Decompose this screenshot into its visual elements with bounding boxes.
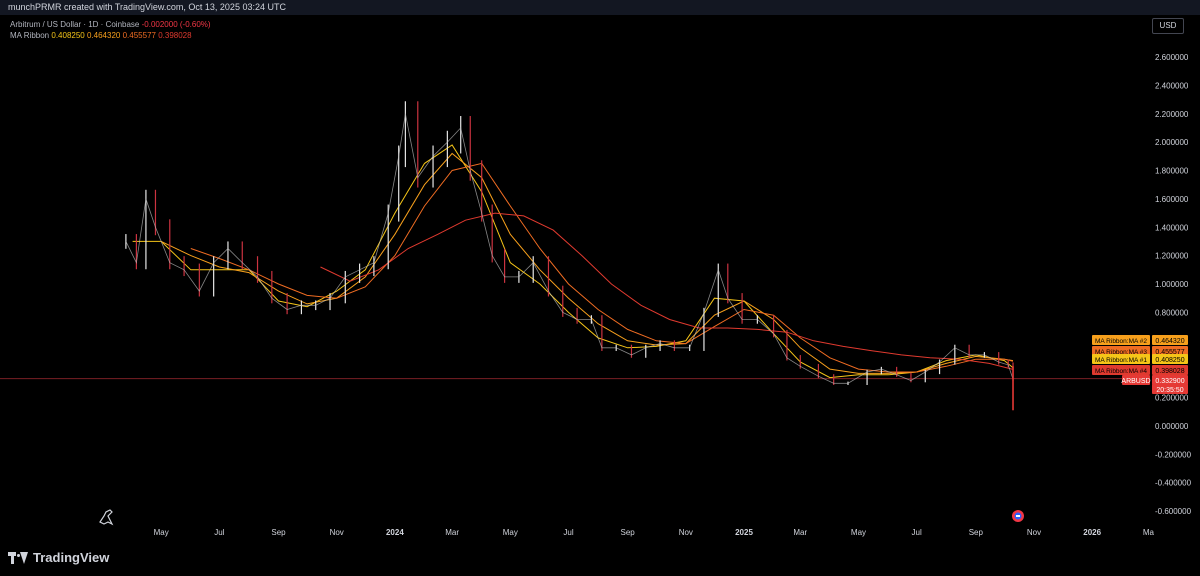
y-tick-label: 2.400000 bbox=[1155, 81, 1189, 90]
y-tick-label: 2.600000 bbox=[1155, 53, 1189, 62]
countdown-label: 20:35:50 bbox=[1156, 387, 1183, 394]
tradingview-logo[interactable]: TradingView bbox=[8, 550, 109, 565]
label-value: 0.464320 bbox=[1155, 338, 1184, 345]
y-tick-label: 2.000000 bbox=[1155, 138, 1189, 147]
y-tick-label: 1.000000 bbox=[1155, 280, 1189, 289]
y-tick-label: -0.200000 bbox=[1155, 450, 1192, 459]
tradingview-mark-icon bbox=[8, 551, 28, 564]
y-tick-label: 0.000000 bbox=[1155, 422, 1189, 431]
y-tick-label: 2.200000 bbox=[1155, 110, 1189, 119]
y-tick-label: -0.600000 bbox=[1155, 507, 1192, 516]
label-value: 0.332900 bbox=[1155, 378, 1184, 385]
chart-legend: Arbitrum / US Dollar · 1D · Coinbase -0.… bbox=[10, 19, 211, 41]
currency-button[interactable]: USD bbox=[1152, 18, 1184, 34]
indicator-row: MA Ribbon 0.408250 0.464320 0.455577 0.3… bbox=[10, 30, 211, 41]
price-change: -0.002000 (-0.60%) bbox=[141, 20, 211, 29]
y-tick-label: 1.600000 bbox=[1155, 195, 1189, 204]
y-tick-label: 0.200000 bbox=[1155, 394, 1189, 403]
indicator-name: MA Ribbon bbox=[10, 31, 50, 40]
ma4-value: 0.398028 bbox=[158, 31, 192, 40]
brand-name: TradingView bbox=[33, 550, 110, 565]
y-tick-label: 0.600000 bbox=[1155, 337, 1189, 346]
y-tick-label: 0.800000 bbox=[1155, 308, 1189, 317]
label-value-bg bbox=[1152, 375, 1188, 385]
ma1-value: 0.408250 bbox=[51, 31, 85, 40]
label-value-bg bbox=[1152, 346, 1188, 356]
countdown-bg bbox=[1152, 384, 1188, 394]
label-value: 0.408250 bbox=[1155, 357, 1184, 364]
y-tick-label: -0.400000 bbox=[1155, 479, 1192, 488]
title-bar: munchPRMR created with TradingView.com, … bbox=[0, 0, 1200, 15]
y-tick-label: 1.200000 bbox=[1155, 252, 1189, 261]
y-tick-label: 1.800000 bbox=[1155, 167, 1189, 176]
ma2-value: 0.464320 bbox=[86, 31, 121, 40]
label-value-bg bbox=[1152, 365, 1188, 375]
label-value-bg bbox=[1152, 354, 1188, 364]
symbol-row: Arbitrum / US Dollar · 1D · Coinbase -0.… bbox=[10, 19, 211, 30]
chart-area[interactable] bbox=[0, 15, 1150, 542]
footer: TradingView bbox=[0, 542, 1200, 576]
chart-title: munchPRMR created with TradingView.com, … bbox=[8, 2, 286, 12]
ma3-value: 0.455577 bbox=[122, 31, 156, 40]
y-tick-label: 0.400000 bbox=[1155, 365, 1189, 374]
symbol-description: Arbitrum / US Dollar · 1D · Coinbase bbox=[10, 20, 140, 29]
label-value: 0.398028 bbox=[1155, 368, 1184, 375]
label-value-bg bbox=[1152, 335, 1188, 345]
y-tick-label: 1.400000 bbox=[1155, 223, 1189, 232]
label-value: 0.455577 bbox=[1155, 349, 1184, 356]
